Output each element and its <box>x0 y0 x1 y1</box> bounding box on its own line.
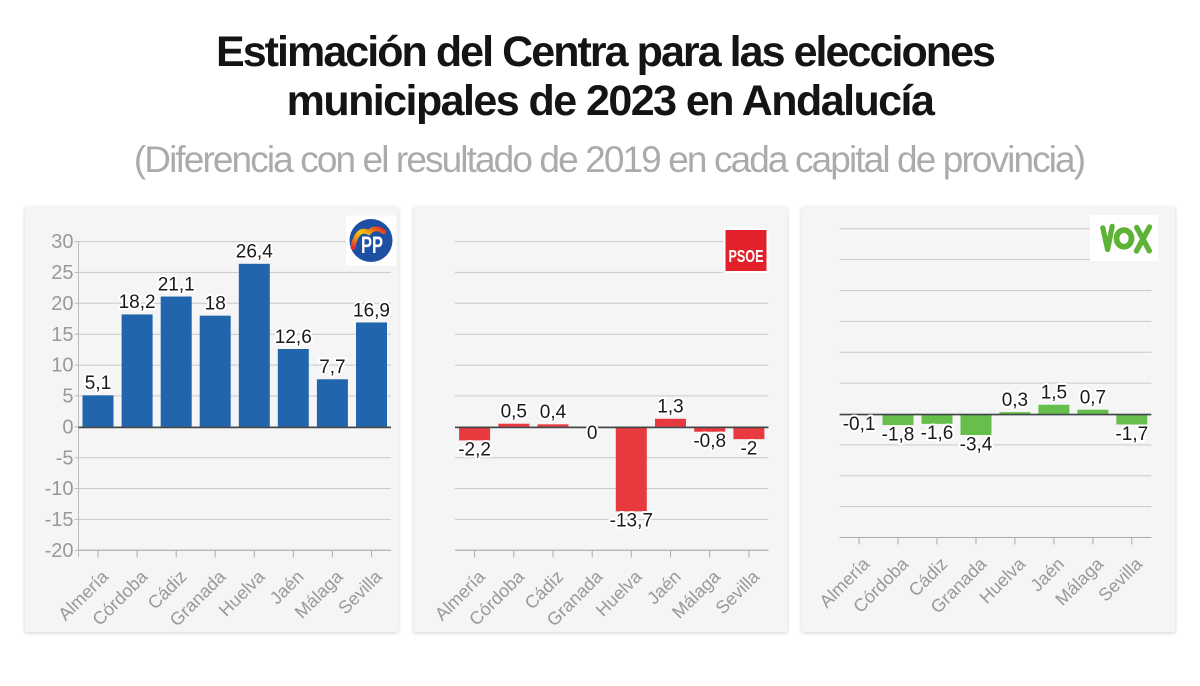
svg-text:-20: -20 <box>45 539 74 561</box>
svg-text:-1,7: -1,7 <box>1115 423 1148 444</box>
svg-text:0,3: 0,3 <box>1002 389 1028 410</box>
svg-text:5: 5 <box>62 385 73 407</box>
svg-text:-1,6: -1,6 <box>921 423 954 444</box>
svg-text:-0,8: -0,8 <box>693 431 726 452</box>
svg-text:30: 30 <box>51 231 73 253</box>
svg-text:PP: PP <box>361 231 383 258</box>
svg-text:-10: -10 <box>45 478 74 500</box>
svg-text:1,5: 1,5 <box>1041 382 1067 403</box>
svg-text:Sevilla: Sevilla <box>1094 552 1146 604</box>
svg-text:PSOE: PSOE <box>728 246 763 266</box>
svg-text:1,3: 1,3 <box>657 396 683 417</box>
svg-text:12,6: 12,6 <box>275 326 312 347</box>
svg-text:0,7: 0,7 <box>1080 387 1106 408</box>
svg-text:-2,2: -2,2 <box>458 439 491 460</box>
svg-text:-1,8: -1,8 <box>882 424 915 445</box>
svg-text:25: 25 <box>51 262 73 284</box>
svg-text:0: 0 <box>586 422 597 443</box>
svg-text:-0,1: -0,1 <box>843 413 876 434</box>
svg-text:0,5: 0,5 <box>500 401 526 422</box>
svg-text:-15: -15 <box>45 509 74 531</box>
svg-text:Huelva: Huelva <box>591 565 645 619</box>
svg-text:18: 18 <box>205 293 226 314</box>
svg-text:-13,7: -13,7 <box>609 510 652 531</box>
svg-text:Sevilla: Sevilla <box>334 565 386 617</box>
svg-text:-2: -2 <box>740 438 757 459</box>
svg-text:10: 10 <box>51 354 73 376</box>
svg-text:16,9: 16,9 <box>353 300 390 321</box>
svg-text:7,7: 7,7 <box>319 357 345 378</box>
svg-text:18,2: 18,2 <box>119 292 156 313</box>
svg-text:-3,4: -3,4 <box>960 434 993 455</box>
svg-text:26,4: 26,4 <box>236 241 273 262</box>
svg-text:Sevilla: Sevilla <box>711 565 763 617</box>
svg-text:-5: -5 <box>56 447 74 469</box>
svg-text:0,4: 0,4 <box>539 402 566 423</box>
svg-text:Huelva: Huelva <box>215 565 269 619</box>
svg-text:5,1: 5,1 <box>85 373 111 394</box>
svg-text:0: 0 <box>62 416 73 438</box>
svg-text:15: 15 <box>51 323 73 345</box>
svg-text:20: 20 <box>51 292 73 314</box>
svg-text:21,1: 21,1 <box>158 274 195 295</box>
